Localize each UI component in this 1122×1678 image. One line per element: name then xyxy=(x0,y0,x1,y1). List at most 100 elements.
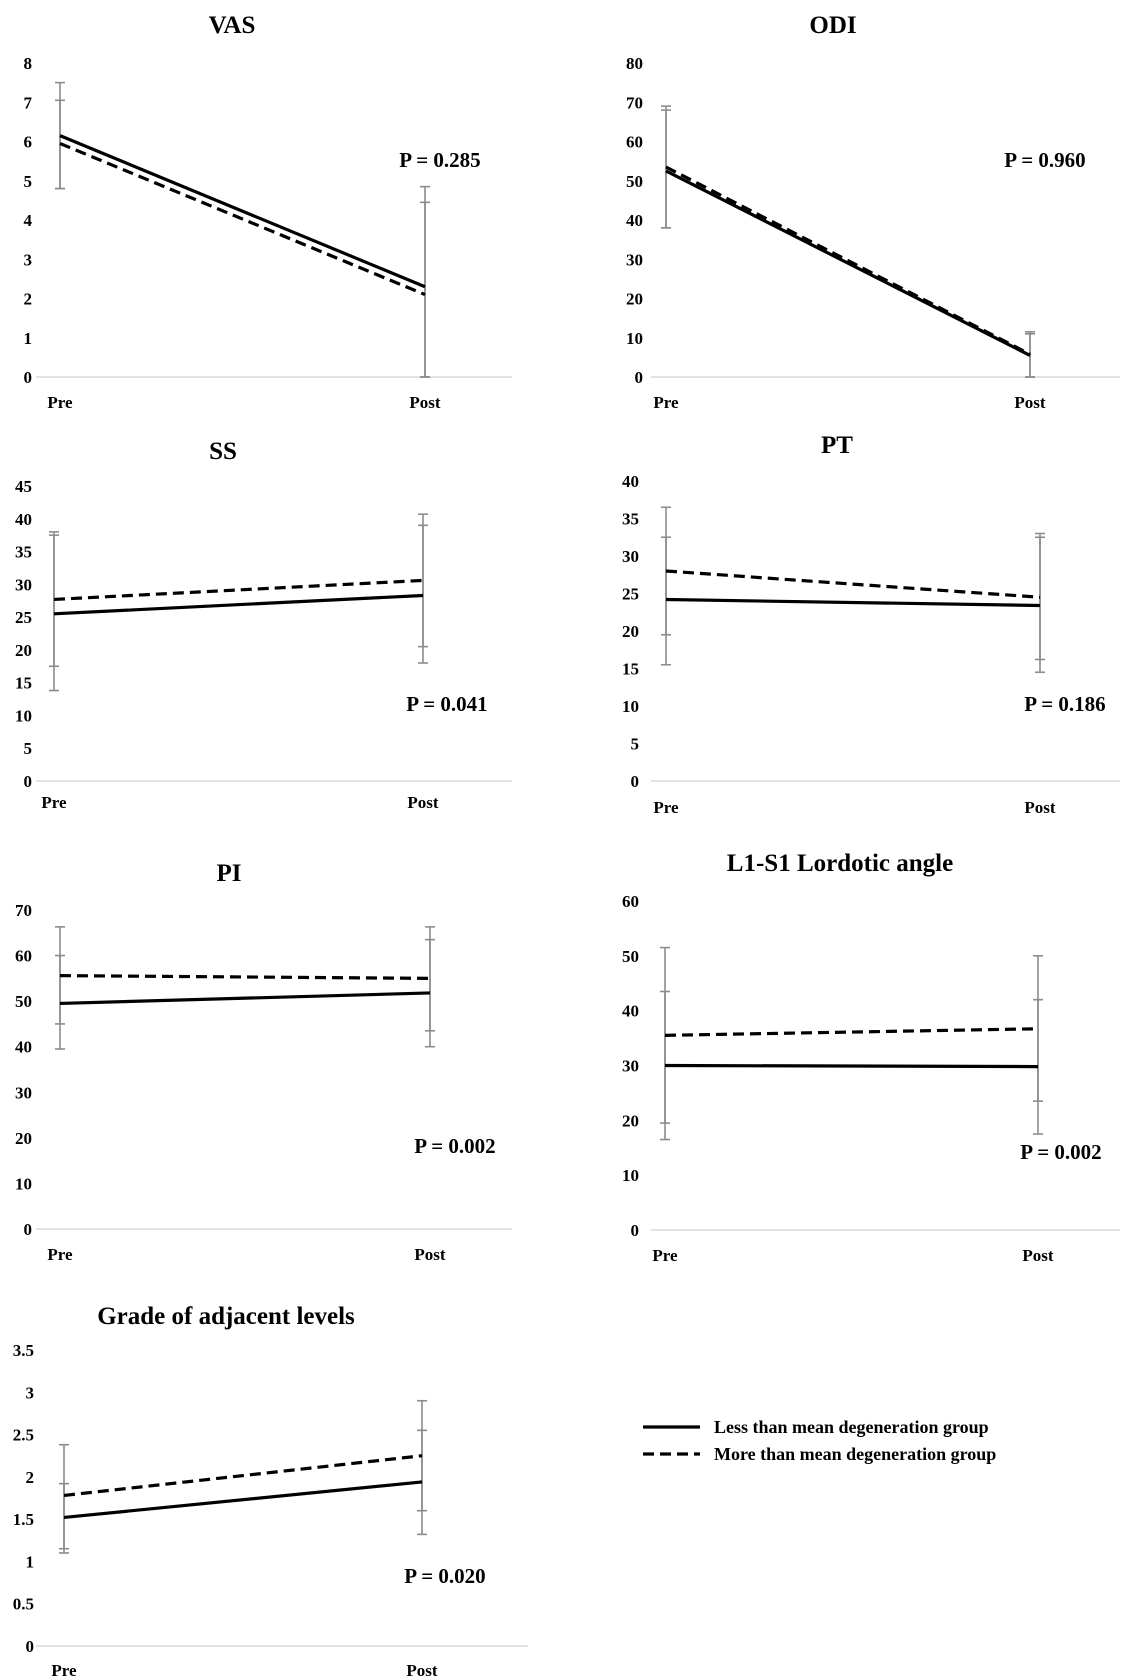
p-value-annotation: P = 0.002 xyxy=(1020,1140,1101,1164)
y-tick-label: 60 xyxy=(15,947,32,966)
series-line-more xyxy=(59,141,426,297)
y-tick-label: 0 xyxy=(26,1637,35,1656)
y-tick-label: 15 xyxy=(622,660,639,679)
series-line-less xyxy=(59,991,431,1006)
x-tick-label: Pre xyxy=(652,1246,678,1265)
y-tick-label: 1.5 xyxy=(13,1510,34,1529)
series-line-more xyxy=(664,1027,1039,1037)
y-tick-label: 40 xyxy=(626,211,643,230)
series-line-more xyxy=(665,165,1031,356)
x-tick-label: Post xyxy=(1024,798,1056,817)
chart-ss: SS 0 5 10 15 20 25 30 35 40 45 Pre Post P = 0.041 xyxy=(15,438,512,812)
y-tick-label: 1 xyxy=(24,329,33,348)
series-line-less xyxy=(665,597,1041,608)
y-tick-label: 30 xyxy=(15,1083,32,1102)
y-tick-label: 70 xyxy=(626,93,643,112)
y-tick-label: 10 xyxy=(622,1166,639,1185)
y-tick-label: 60 xyxy=(626,133,643,152)
series-line-more xyxy=(59,974,431,980)
y-tick-label: 0 xyxy=(631,1221,640,1240)
x-tick-label: Post xyxy=(409,393,441,412)
series-line-more xyxy=(665,569,1041,599)
y-tick-label: 10 xyxy=(15,706,32,725)
y-tick-label: 60 xyxy=(622,892,639,911)
legend-label-more: More than mean degeneration group xyxy=(714,1444,996,1464)
p-value-annotation: P = 0.020 xyxy=(404,1564,485,1588)
y-tick-label: 20 xyxy=(622,1111,639,1130)
y-tick-label: 30 xyxy=(622,547,639,566)
chart-lordotic-angle: L1-S1 Lordotic angle 0 10 20 30 40 50 60 Pre Post… xyxy=(622,850,1120,1265)
y-tick-label: 0 xyxy=(635,368,644,387)
chart-title: PI xyxy=(217,860,242,887)
y-tick-label: 50 xyxy=(622,947,639,966)
x-tick-label: Post xyxy=(1014,393,1046,412)
x-tick-label: Post xyxy=(1022,1246,1054,1265)
y-tick-label: 40 xyxy=(15,510,32,529)
y-tick-label: 50 xyxy=(626,172,643,191)
y-tick-label: 50 xyxy=(15,992,32,1011)
series-line-less xyxy=(63,1480,423,1520)
y-tick-label: 2 xyxy=(24,290,33,309)
y-tick-label: 8 xyxy=(24,54,33,73)
y-tick-label: 2 xyxy=(26,1468,35,1487)
chart-title: L1-S1 Lordotic angle xyxy=(727,850,953,877)
chart-vas: VAS 0 1 2 3 4 5 6 7 8 Pre Post P = 0.285 xyxy=(24,12,512,412)
y-tick-label: 45 xyxy=(15,477,32,496)
chart-title: ODI xyxy=(809,12,856,39)
chart-pt: PT 0 5 10 15 20 25 30 35 40 Pre Post P = 0.186 xyxy=(622,432,1120,817)
legend-label-less: Less than mean degeneration group xyxy=(714,1417,989,1437)
y-tick-label: 5 xyxy=(24,739,33,758)
y-tick-label: 10 xyxy=(626,329,643,348)
series-line-more xyxy=(53,578,424,602)
p-value-annotation: P = 0.186 xyxy=(1024,692,1105,716)
y-tick-label: 40 xyxy=(622,472,639,491)
y-tick-label: 15 xyxy=(15,674,32,693)
legend: Less than mean degeneration group More t… xyxy=(643,1417,996,1464)
x-tick-label: Post xyxy=(407,793,439,812)
y-tick-label: 6 xyxy=(24,133,33,152)
y-tick-label: 20 xyxy=(626,290,643,309)
x-tick-label: Pre xyxy=(51,1661,77,1678)
y-tick-label: 3 xyxy=(24,250,33,269)
series-line-more xyxy=(63,1454,423,1498)
chart-title: Grade of adjacent levels xyxy=(97,1303,355,1330)
y-tick-label: 30 xyxy=(626,250,643,269)
p-value-annotation: P = 0.041 xyxy=(406,692,487,716)
y-tick-label: 80 xyxy=(626,54,643,73)
series-line-less xyxy=(59,134,426,289)
y-tick-label: 30 xyxy=(15,575,32,594)
y-tick-label: 3 xyxy=(26,1383,35,1402)
p-value-annotation: P = 0.960 xyxy=(1004,148,1085,172)
y-tick-label: 20 xyxy=(622,622,639,641)
y-tick-label: 0 xyxy=(24,1220,33,1239)
y-tick-label: 35 xyxy=(15,543,32,562)
y-tick-label: 3.5 xyxy=(13,1341,34,1360)
chart-odi: ODI 0 10 20 30 40 50 60 70 80 Pre Post P = 0.960 xyxy=(626,12,1120,412)
y-tick-label: 5 xyxy=(631,735,640,754)
x-tick-label: Pre xyxy=(47,1245,73,1264)
x-tick-label: Post xyxy=(406,1661,438,1678)
chart-title: SS xyxy=(209,438,237,465)
y-tick-label: 30 xyxy=(622,1057,639,1076)
y-tick-label: 0 xyxy=(631,772,640,791)
x-tick-label: Pre xyxy=(41,793,67,812)
x-tick-label: Pre xyxy=(47,393,73,412)
y-tick-label: 0 xyxy=(24,772,33,791)
p-value-annotation: P = 0.285 xyxy=(399,148,480,172)
y-tick-label: 40 xyxy=(15,1038,32,1057)
y-tick-label: 1 xyxy=(26,1552,35,1571)
y-tick-label: 7 xyxy=(24,93,33,112)
y-tick-label: 5 xyxy=(24,172,33,191)
y-tick-label: 20 xyxy=(15,641,32,660)
x-tick-label: Pre xyxy=(653,393,679,412)
y-tick-label: 0 xyxy=(24,368,33,387)
series-line-less xyxy=(53,593,424,616)
y-tick-label: 2.5 xyxy=(13,1426,34,1445)
y-tick-label: 25 xyxy=(622,585,639,604)
series-line-less xyxy=(664,1063,1039,1069)
y-tick-label: 10 xyxy=(622,697,639,716)
chart-title: VAS xyxy=(209,12,256,39)
chart-grade-adjacent-levels: Grade of adjacent levels 0 0.5 1 1.5 2 2.5 3 3.5… xyxy=(13,1303,528,1678)
p-value-annotation: P = 0.002 xyxy=(414,1134,495,1158)
y-tick-label: 0.5 xyxy=(13,1595,34,1614)
